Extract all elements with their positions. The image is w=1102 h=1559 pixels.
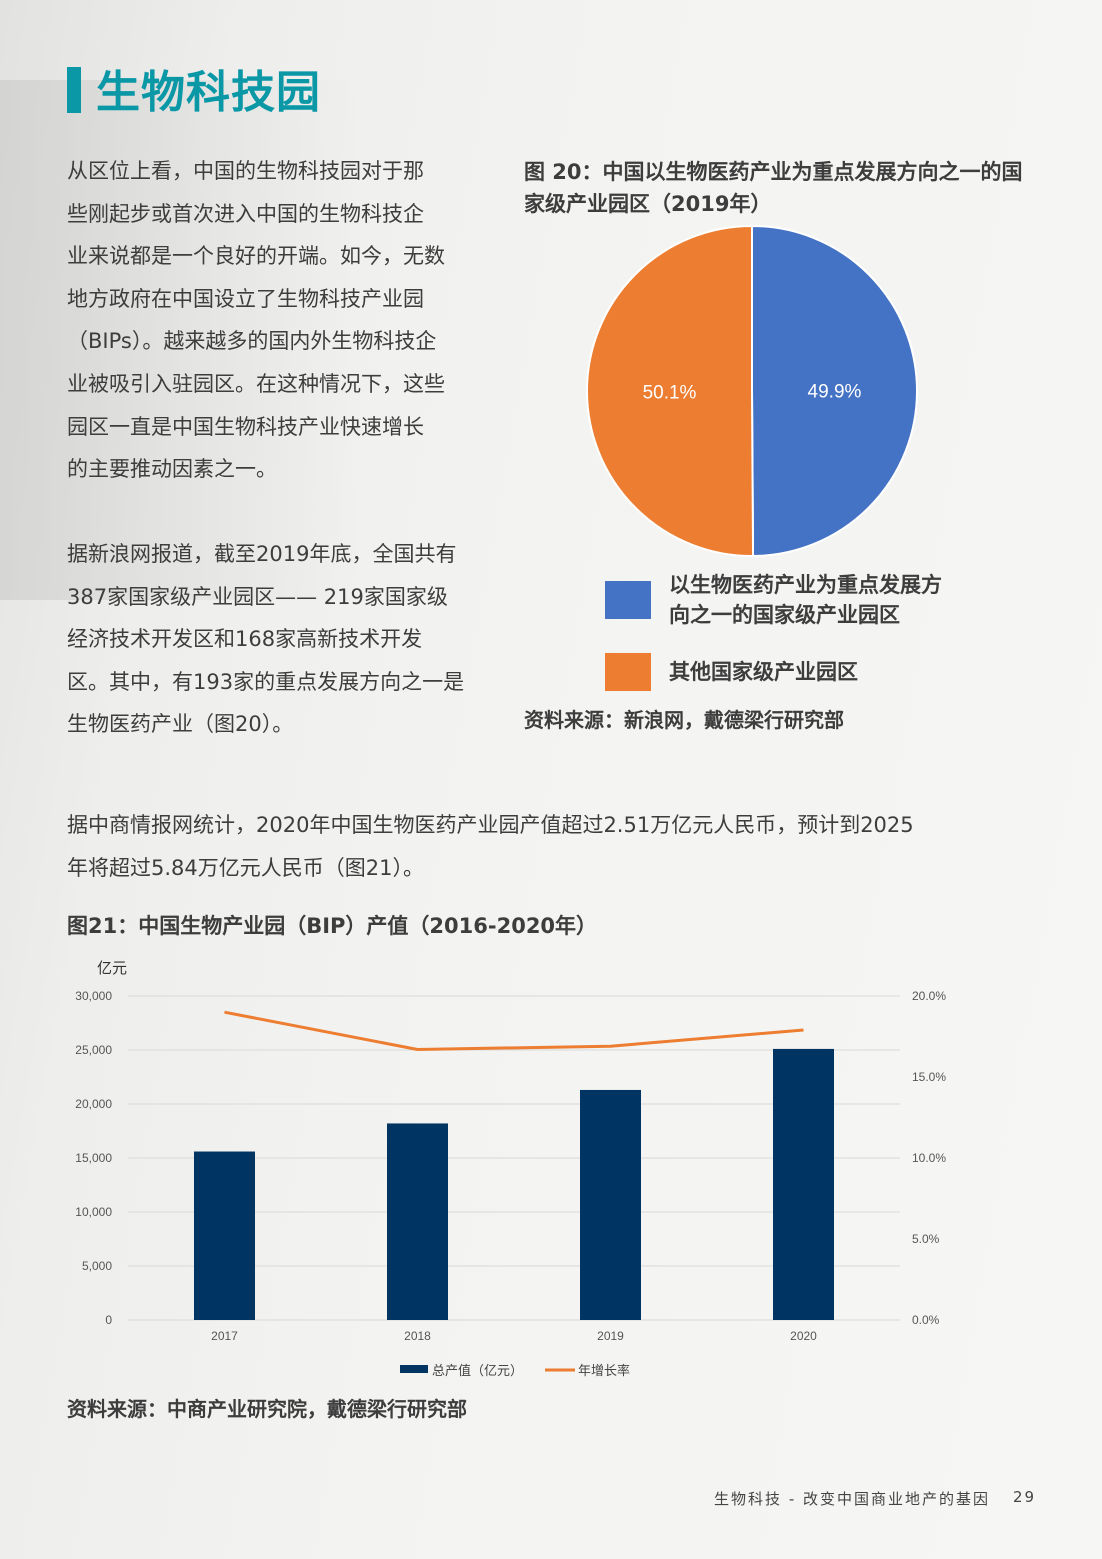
bar — [580, 1089, 641, 1320]
paragraph-line: 从区位上看，中国的生物科技园对于那 — [67, 159, 424, 183]
pie-slice — [751, 224, 918, 558]
title-accent-bar — [67, 67, 81, 113]
legend-bar-label: 总产值（亿元） — [432, 1363, 523, 1379]
y2-tick-label: 10.0% — [912, 1151, 946, 1165]
bar-line-chart: 亿元 0 5,000 10,000 15,000 20,000 25,000 30,000 0.… — [75, 959, 946, 1379]
legend-text-line: 以生物医药产业为重点发展方 — [669, 573, 942, 597]
paragraph-line: 年将超过5.84万亿元人民币（图21）。 — [67, 855, 424, 880]
figure20-title-line: 图 20：中国以生物医药产业为重点发展方向之一的国 — [524, 160, 1023, 184]
paragraph-line: 387家国家级产业园区—— 219家国家级 — [67, 584, 448, 609]
pie-slice-label: 50.1% — [643, 382, 697, 403]
y-axis-label: 亿元 — [97, 959, 127, 977]
y2-tick-label: 0.0% — [912, 1313, 940, 1327]
x-tick-label: 2019 — [597, 1329, 624, 1343]
y-tick-label: 10,000 — [75, 1205, 112, 1219]
bar — [387, 1123, 448, 1320]
pie-legend-item: 其他国家级产业园区 — [605, 653, 969, 691]
y-tick-label: 25,000 — [75, 1043, 112, 1057]
pie-legend-item: 以生物医药产业为重点发展方 向之一的国家级产业园区 — [605, 570, 969, 630]
figure20-title: 图 20：中国以生物医药产业为重点发展方向之一的国 家级产业园区（2019年） — [524, 156, 1023, 220]
legend-text-line: 向之一的国家级产业园区 — [669, 603, 900, 627]
page-title: 生物科技园 — [96, 67, 321, 118]
figure20-title-line: 家级产业园区（2019年） — [524, 192, 772, 216]
figure21-source: 资料来源：中商产业研究院，戴德梁行研究部 — [67, 1397, 467, 1421]
paragraph-national-parks: 据新浪网报道，截至2019年底，全国共有 387家国家级产业园区—— 219家国家… — [67, 533, 464, 746]
paragraph-line: 区。其中，有193家的重点发展方向之一是 — [67, 669, 465, 694]
bar — [773, 1048, 834, 1320]
y2-tick-label: 20.0% — [912, 989, 946, 1003]
pie-legend-label: 其他国家级产业园区 — [669, 657, 969, 687]
paragraph-output-value: 据中商情报网统计，2020年中国生物医药产业园产值超过2.51万亿元人民币，预计… — [67, 804, 914, 889]
y-tick-label: 0 — [105, 1313, 112, 1327]
pie-slice-label: 49.9% — [808, 382, 862, 403]
pie-slice — [586, 224, 755, 557]
legend-line-label: 年增长率 — [578, 1363, 630, 1379]
figure21-title: 图21：中国生物产业园（BIP）产值（2016-2020年） — [67, 914, 598, 938]
paragraph-line: 业来说都是一个良好的开端。如今，无数 — [67, 244, 445, 269]
y-tick-label: 5,000 — [82, 1259, 112, 1273]
bar — [194, 1151, 255, 1320]
pie-chart: 49.9% 50.1% — [586, 224, 918, 558]
paragraph-line: 业被吸引入驻园区。在这种情况下，这些 — [67, 371, 445, 396]
legend-swatch-blue — [605, 581, 651, 619]
growth-rate-line — [224, 1010, 804, 1051]
y2-tick-label: 15.0% — [912, 1070, 946, 1084]
y-tick-label: 20,000 — [75, 1097, 112, 1111]
x-tick-label: 2018 — [404, 1329, 431, 1343]
x-tick-label: 2017 — [211, 1329, 238, 1343]
page-number: 29 — [1013, 1488, 1037, 1506]
paragraph-line: 经济技术开发区和168家高新技术开发 — [67, 627, 423, 652]
legend-bar-swatch — [400, 1365, 428, 1373]
legend-swatch-orange — [605, 653, 651, 691]
paragraph-line: 据中商情报网统计，2020年中国生物医药产业园产值超过2.51万亿元人民币，预计… — [67, 813, 914, 837]
pie-legend-label: 以生物医药产业为重点发展方 向之一的国家级产业园区 — [669, 570, 969, 630]
paragraph-line: 生物医药产业（图20）。 — [67, 712, 294, 737]
y2-tick-label: 5.0% — [912, 1232, 940, 1246]
paragraph-line: 些刚起步或首次进入中国的生物科技企 — [67, 201, 424, 226]
x-tick-label: 2020 — [790, 1329, 817, 1343]
y-tick-label: 15,000 — [75, 1151, 112, 1165]
paragraph-line: （BIPs）。越来越多的国内外生物科技企 — [67, 329, 437, 354]
footer-title: 生物科技 - 改变中国商业地产的基因 — [714, 1490, 990, 1508]
paragraph-line: 园区一直是中国生物科技产业快速增长 — [67, 414, 424, 439]
y-tick-label: 30,000 — [75, 989, 112, 1003]
paragraph-bio-parks-intro: 从区位上看，中国的生物科技园对于那 些刚起步或首次进入中国的生物科技企 业来说都是一… — [67, 150, 445, 491]
paragraph-line: 据新浪网报道，截至2019年底，全国共有 — [67, 542, 457, 566]
paragraph-line: 的主要推动因素之一。 — [67, 457, 277, 482]
paragraph-line: 地方政府在中国设立了生物科技产业园 — [67, 286, 424, 311]
figure20-source: 资料来源：新浪网，戴德梁行研究部 — [524, 708, 844, 732]
legend-text-line: 其他国家级产业园区 — [669, 660, 858, 684]
